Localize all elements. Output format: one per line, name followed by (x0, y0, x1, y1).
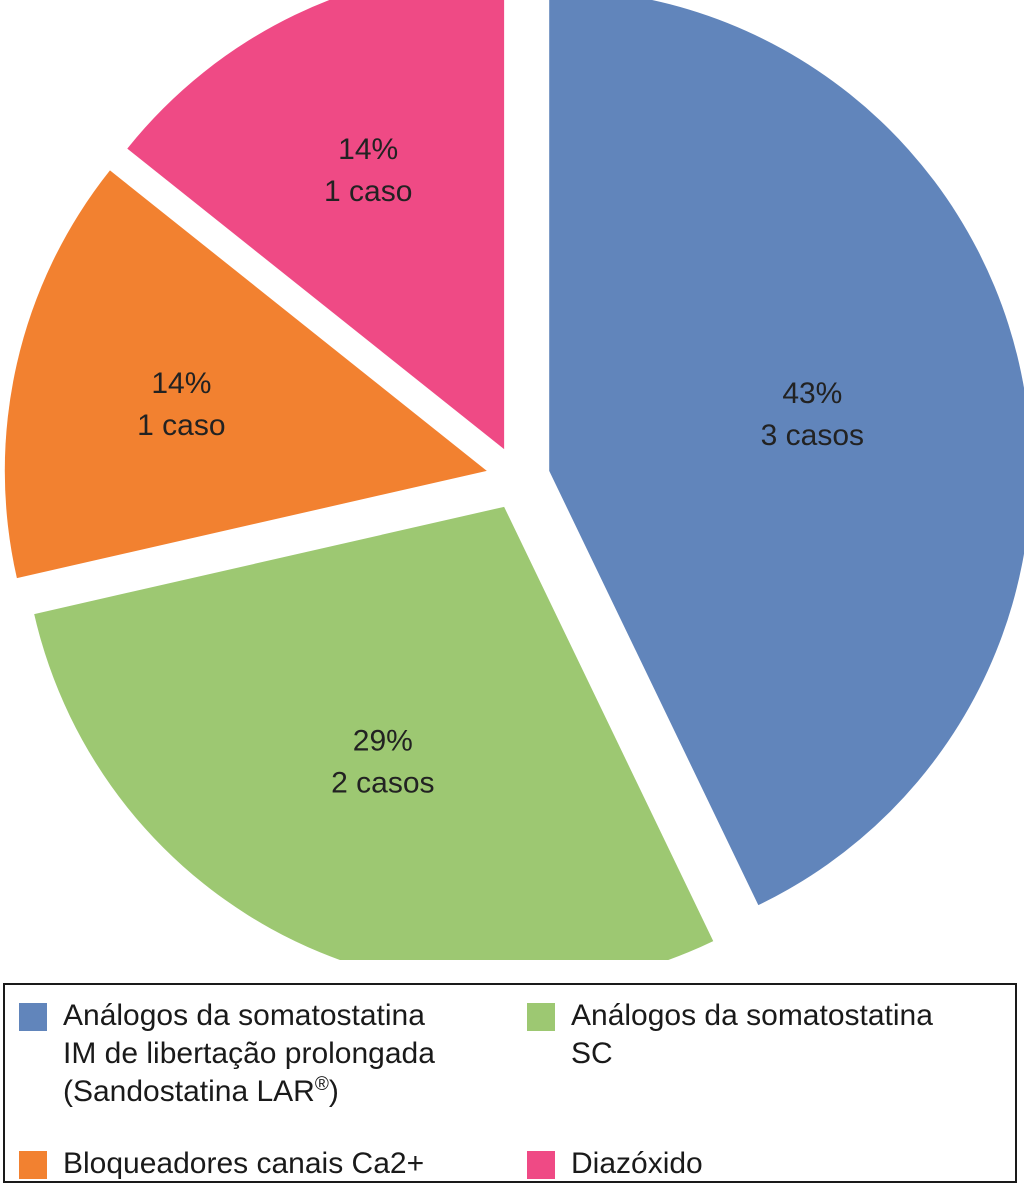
data-label-percent: 29% (353, 725, 413, 758)
legend-swatch (527, 1003, 555, 1031)
pie-slice-sandostatina-lar (549, 0, 1024, 906)
pie-slice-diazoxido (127, 0, 505, 450)
legend-swatch (527, 1151, 555, 1179)
data-label: 43% 3 casos (761, 377, 864, 452)
legend-label: Diazóxido (571, 1147, 703, 1180)
data-label-percent: 14% (151, 367, 211, 400)
legend-item-diazoxido: Diazóxido (527, 1133, 1007, 1183)
pie-slice-bloqueadores-ca (4, 170, 487, 579)
legend-label: Bloqueadores canais Ca2+ (63, 1147, 425, 1180)
legend: Análogos da somatostatina IM de libertaç… (3, 983, 1017, 1183)
legend-swatch (19, 1151, 47, 1179)
data-label-percent: 43% (782, 377, 842, 410)
legend-item-sandostatina-lar: Análogos da somatostatina IM de libertaç… (19, 985, 519, 1111)
data-label-percent: 14% (338, 133, 398, 166)
legend-item-bloqueadores-ca: Bloqueadores canais Ca2+ (19, 1133, 519, 1183)
pie-slice-somatostatina-sc (34, 506, 714, 960)
data-label-count: 1 caso (324, 175, 412, 208)
legend-label: Análogos da somatostatina SC (571, 999, 933, 1070)
legend-label: Análogos da somatostatina IM de libertaç… (63, 999, 435, 1108)
data-label-count: 3 casos (761, 419, 864, 452)
data-label-count: 1 caso (137, 409, 225, 442)
data-label: 14% 1 caso (137, 367, 225, 442)
pie-chart: 43% 3 casos 29% 2 casos 14% 1 caso 14% 1 caso (4, 0, 1024, 960)
data-label-count: 2 casos (331, 767, 434, 800)
legend-swatch (19, 1003, 47, 1031)
data-label: 29% 2 casos (331, 725, 434, 800)
data-label: 14% 1 caso (324, 133, 412, 208)
legend-item-somatostatina-sc: Análogos da somatostatina SC (527, 985, 1007, 1073)
